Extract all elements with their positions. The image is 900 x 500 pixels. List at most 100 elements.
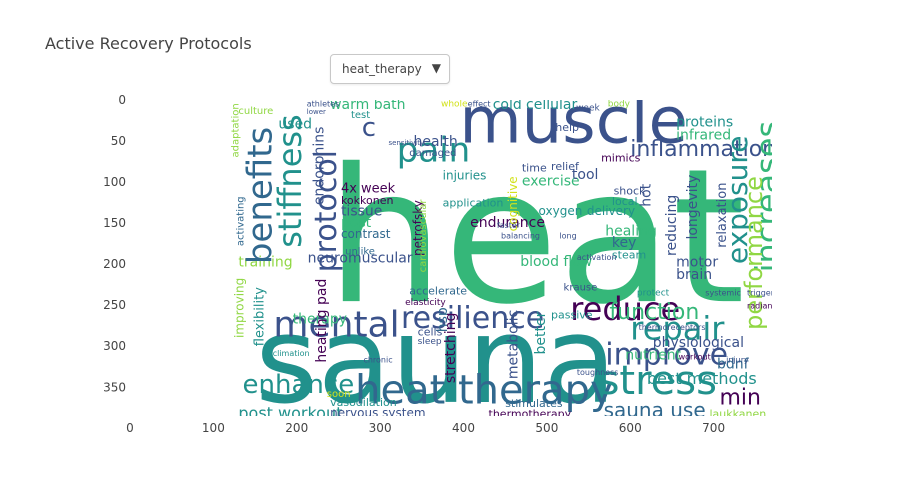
word-help: help [555, 121, 579, 134]
word-shock: shock [614, 184, 646, 197]
word-best-methods: best methods [647, 369, 757, 388]
y-tick-label: 0 [118, 93, 126, 107]
word-accelerate: accelerate [409, 285, 467, 298]
word-passive: passive [551, 308, 593, 321]
word-improving: improving [232, 278, 246, 338]
word-cognitive: cognitive [506, 176, 520, 231]
word-nutrient: nutrient [625, 347, 681, 363]
word-krause: krause [564, 282, 598, 293]
word-endorphins: endorphins [311, 127, 327, 206]
y-tick-label: 300 [103, 339, 126, 353]
word-exposure: exposure [721, 135, 754, 264]
word-elasticity: elasticity [405, 298, 446, 308]
word-effect: effect [468, 100, 491, 109]
word-injuries: injuries [443, 169, 487, 183]
word-damaged: damaged [409, 148, 456, 159]
word-nervous-system: nervous system [330, 406, 425, 420]
word-c: c [362, 113, 376, 143]
word-motor: motor [676, 255, 718, 271]
y-tick-label: 350 [103, 380, 126, 394]
word-faster: faster [497, 221, 521, 230]
word-therapy: therapy [293, 311, 347, 327]
word-acclimation: acclimation [263, 349, 309, 358]
word-heating-pad: heating pad [314, 279, 330, 363]
word-cold: cold [493, 97, 522, 113]
word-longevity: longevity [685, 175, 701, 240]
y-tick-label: 50 [111, 134, 126, 148]
x-tick-label: 700 [702, 421, 725, 435]
word-sensitivity: sensitivity [388, 139, 424, 147]
word-hot: hot [638, 183, 654, 206]
word-endurance: endurance [470, 215, 545, 231]
word-stimulates: stimulates [505, 397, 563, 410]
word-contrast: contrast [341, 227, 391, 241]
word-toughness: toughness [577, 368, 619, 377]
word-balancing: balancing [501, 232, 540, 241]
word-health: health [413, 134, 457, 150]
word-laukkanen: laukkanen [709, 408, 766, 421]
word-activating: activating [235, 196, 246, 246]
word-time: time [522, 161, 547, 174]
word-application: application [443, 197, 504, 210]
word-enhance: enhance [243, 370, 355, 400]
word-heat: heat [326, 128, 745, 345]
word-sleep: sleep [418, 337, 442, 347]
x-tick-label: 0 [126, 421, 134, 435]
word-brain: brain [676, 267, 712, 283]
y-tick-label: 200 [103, 257, 126, 271]
y-tick-label: 250 [103, 298, 126, 312]
word-oxygen: oxygen [539, 204, 583, 218]
word-warm-bath: warm bath [330, 97, 405, 113]
word-delivery: delivery [587, 204, 635, 218]
word-steam: steam [612, 248, 646, 261]
word-cells: cells [418, 326, 443, 339]
word-relief: relief [551, 160, 580, 173]
protocol-dropdown[interactable]: heat_therapy ▼ [330, 54, 450, 84]
x-tick-label: 300 [369, 421, 392, 435]
word-heat-therapy: heat therapy [355, 368, 614, 414]
word-pain: pain [397, 131, 470, 171]
word-protocol: protocol [309, 150, 344, 272]
word-post: post [341, 215, 372, 231]
word-post-workout: post workout [238, 403, 342, 422]
word-stiffness: stiffness [271, 114, 309, 247]
word-blood-flow: blood flow [520, 254, 592, 270]
word-hsp: hsp [435, 307, 451, 332]
word-repair: repair [630, 310, 725, 348]
word-exercise: exercise [522, 173, 580, 189]
word-flexibility: flexibility [252, 287, 267, 346]
word-increases: increases [749, 121, 787, 273]
word-reducing: reducing [664, 195, 680, 256]
word-local: local [612, 195, 638, 208]
y-axis: 0 50 100 150 200 250 300 350 [103, 93, 126, 394]
word-activation: activation [577, 253, 617, 262]
word-cellular: cellular [526, 97, 577, 113]
word-sauna-use: sauna use [604, 398, 706, 422]
word-stress: stress [599, 358, 717, 404]
word-healing: healing [605, 223, 657, 239]
word-used: used [278, 117, 312, 133]
word-lower: lower [307, 108, 326, 116]
word-resilience: resilience [401, 301, 544, 336]
x-tick-label: 200 [285, 421, 308, 435]
word-function: function [609, 300, 699, 325]
word-benefits: benefits [241, 127, 281, 264]
word-inflammation: inflammation [630, 137, 776, 162]
word-sauna: sauna [255, 292, 617, 431]
word-culture: culture [238, 106, 273, 117]
word-muscle: muscle [459, 85, 688, 159]
word-reduce: reduce [570, 290, 680, 328]
word-whole: whole [441, 100, 468, 110]
word-tool: tool [572, 167, 599, 183]
word-key: key [612, 235, 637, 251]
x-tick-label: 100 [202, 421, 225, 435]
dropdown-selected-value: heat_therapy [342, 62, 422, 76]
triangle-down-icon: ▼ [431, 61, 441, 75]
y-tick-label: 150 [103, 216, 126, 230]
word-physiological: physiological [653, 335, 744, 351]
word-neuromuscular: neuromuscular [308, 251, 413, 267]
word-tissue: tissue [341, 204, 382, 220]
chart-title: Active Recovery Protocols [45, 34, 252, 53]
